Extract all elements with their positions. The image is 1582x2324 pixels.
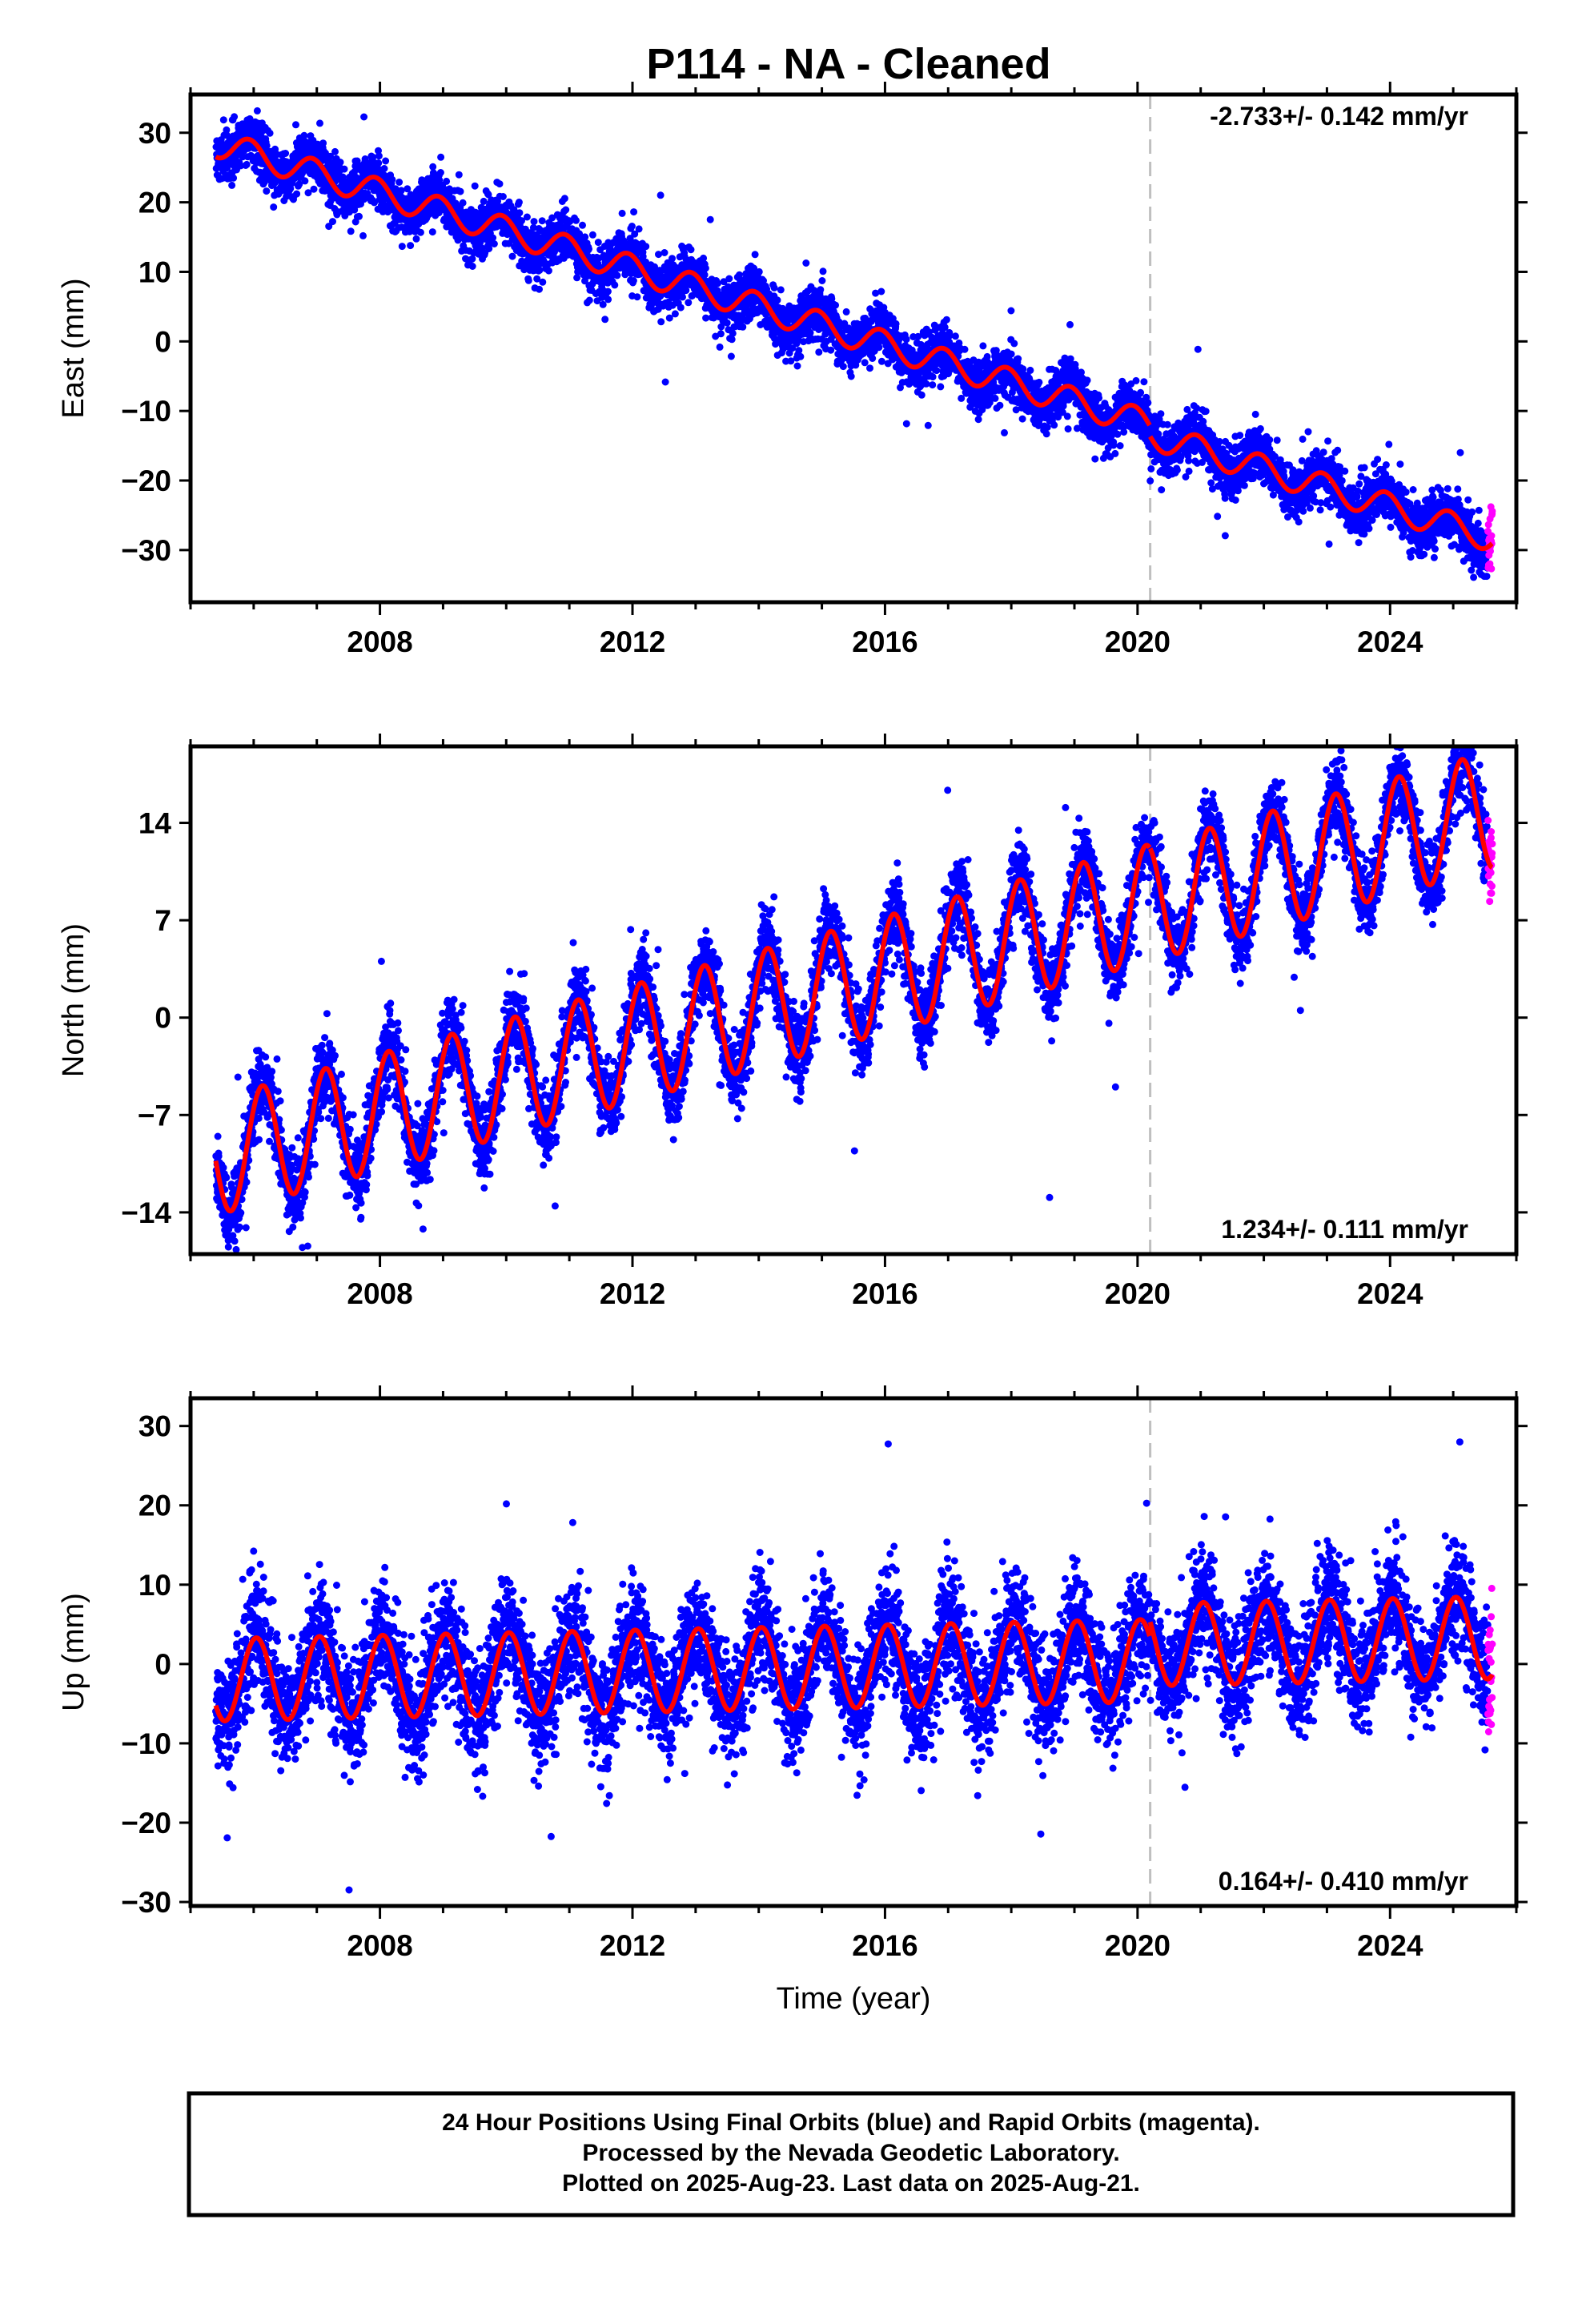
y-axis-label: Up (mm): [57, 1593, 90, 1711]
x-tick-label: 2020: [1105, 1929, 1170, 1962]
east-panel: 30 20 10 0 −10 −20 −30 2008 2012 2016 2020 2024 East…: [57, 82, 1528, 658]
model-fit-line: [213, 757, 1495, 1214]
y-tick-label: −14: [121, 1196, 171, 1229]
y-axis-label: East (mm): [57, 278, 90, 418]
rapid-orbit-points: [1484, 503, 1496, 573]
x-tick-label: 2008: [347, 1277, 412, 1310]
y-tick-label: 10: [139, 255, 171, 288]
plot-frame: [188, 1396, 1519, 1908]
y-tick-label: −10: [121, 1727, 171, 1760]
x-tick-label: 2016: [852, 1277, 917, 1310]
plot-frame: [188, 92, 1519, 605]
y-tick-label: −30: [121, 534, 171, 567]
x-tick-label: 2008: [347, 625, 412, 658]
footer-box: 24 Hour Positions Using Final Orbits (bl…: [187, 2091, 1516, 2217]
y-tick-label: 30: [139, 117, 171, 150]
footer-line-3: Plotted on 2025-Aug-23. Last data on 202…: [562, 2170, 1140, 2197]
final-orbit-points: [212, 1438, 1492, 1894]
x-tick-label: 2020: [1105, 1277, 1170, 1310]
x-tick-label: 2016: [852, 625, 917, 658]
rapid-orbit-points: [1484, 1584, 1496, 1735]
model-fit-line: [213, 1594, 1495, 1723]
north-panel: 14 7 0 −7 −14 2008 2012 2016 2020 2024 North (mm) 1…: [57, 734, 1528, 1310]
up-panel: 30 20 10 0 −10 −20 −30 2008 2012 2016 2020 2024 Up (…: [57, 1385, 1528, 2016]
footer-frame: [187, 2091, 1516, 2217]
y-tick-label: 0: [155, 1002, 171, 1035]
footer-line-2: Processed by the Nevada Geodetic Laborat…: [582, 2140, 1119, 2166]
x-tick-label: 2024: [1357, 1277, 1423, 1310]
y-tick-label: −30: [121, 1886, 171, 1919]
y-tick-label: 0: [155, 325, 171, 358]
y-tick-label: 30: [139, 1410, 171, 1443]
y-axis-label: North (mm): [57, 923, 90, 1077]
y-tick-label: −10: [121, 395, 171, 428]
x-tick-label: 2012: [600, 625, 665, 658]
footer-line-1: 24 Hour Positions Using Final Orbits (bl…: [442, 2109, 1260, 2136]
x-axis-label: Time (year): [777, 1982, 931, 2016]
x-tick-label: 2012: [600, 1929, 665, 1962]
x-tick-label: 2024: [1357, 1929, 1423, 1962]
y-tick-label: −7: [138, 1099, 171, 1132]
x-tick-label: 2016: [852, 1929, 917, 1962]
y-tick-label: −20: [121, 464, 171, 497]
plot-area: [212, 746, 1496, 1254]
y-tick-label: 10: [139, 1569, 171, 1602]
y-tick-label: 20: [139, 1490, 171, 1522]
x-tick-label: 2012: [600, 1277, 665, 1310]
rate-label: 1.234+/- 0.111 mm/yr: [1221, 1215, 1468, 1244]
y-tick-label: 0: [155, 1648, 171, 1681]
final-orbit-points: [212, 746, 1492, 1253]
plot-area: [212, 94, 1496, 602]
rate-label: -2.733+/- 0.142 mm/yr: [1210, 102, 1468, 131]
x-tick-label: 2020: [1105, 625, 1170, 658]
plot-area: [212, 1398, 1496, 1906]
plot-frame: [188, 744, 1519, 1256]
y-tick-label: −20: [121, 1807, 171, 1839]
y-tick-label: 14: [139, 807, 172, 840]
x-tick-label: 2008: [347, 1929, 412, 1962]
x-tick-label: 2024: [1357, 625, 1423, 658]
figure-title: P114 - NA - Cleaned: [646, 40, 1050, 88]
rate-label: 0.164+/- 0.410 mm/yr: [1219, 1867, 1468, 1896]
y-tick-label: 7: [155, 904, 171, 937]
model-fit-line: [214, 136, 1495, 552]
y-tick-label: 20: [139, 187, 171, 219]
final-orbit-points: [212, 107, 1492, 581]
